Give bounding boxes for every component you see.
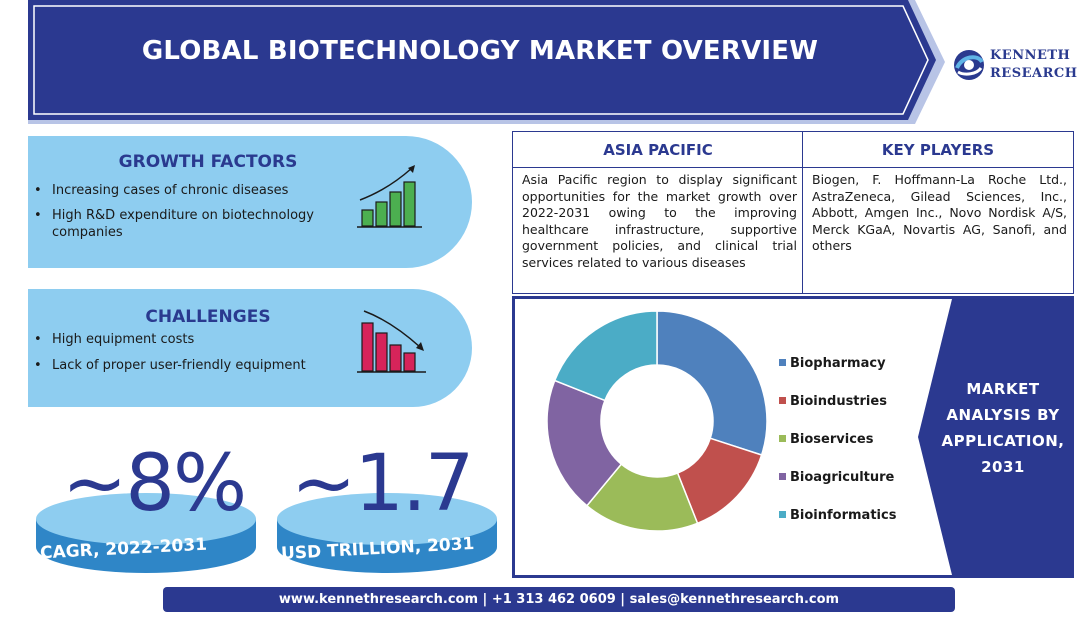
legend-item: Bioindustries (779, 394, 887, 409)
legend-label: Bioservices (790, 432, 874, 447)
legend-item: Bioinformatics (779, 508, 896, 523)
market-analysis-line: 2031 (981, 458, 1025, 476)
key-players-title: KEY PLAYERS (803, 132, 1073, 168)
contact-footer: www.kennethresearch.com | +1 313 462 060… (163, 587, 955, 612)
asia-pacific-title: ASIA PACIFIC (513, 132, 803, 168)
growth-factors-panel: GROWTH FACTORS Increasing cases of chron… (28, 136, 472, 268)
asia-pacific-text: Asia Pacific region to display significa… (522, 172, 797, 270)
challenges-panel: CHALLENGES High equipment costs Lack of … (28, 289, 472, 407)
donut-slice-bioinformatics (553, 310, 658, 402)
list-item: Increasing cases of chronic diseases (34, 182, 364, 199)
legend-item: Bioservices (779, 432, 873, 447)
legend-item: Bioagriculture (779, 470, 894, 485)
legend-label: Bioindustries (790, 394, 887, 409)
key-players-panel: KEY PLAYERS Biogen, F. Hoffmann-La Roche… (802, 131, 1074, 294)
list-item: High equipment costs (34, 331, 364, 348)
legend-swatch (779, 359, 786, 366)
market-analysis-line: ANALYSIS BY (946, 406, 1060, 424)
legend-swatch (779, 511, 786, 518)
challenges-list: High equipment costs Lack of proper user… (34, 331, 364, 374)
market-size-stat: ~1.7 USD TRILLION, 2031 (275, 439, 500, 575)
asia-pacific-panel: ASIA PACIFIC Asia Pacific region to disp… (512, 131, 804, 294)
donut-slice-biopharmacy (656, 310, 768, 456)
list-item: High R&D expenditure on biotechnology co… (34, 207, 364, 241)
legend-item: Biopharmacy (779, 356, 886, 371)
falling-bar-chart-icon (357, 310, 426, 373)
pedestal-icon (36, 493, 256, 573)
legend-label: Bioinformatics (790, 508, 897, 523)
rising-bar-chart-icon (357, 165, 422, 228)
key-players-text: Biogen, F. Hoffmann-La Roche Ltd., Astra… (812, 172, 1067, 253)
challenges-title: CHALLENGES (145, 307, 271, 327)
market-size-value: ~1.7 (291, 439, 474, 529)
header-banner (28, 0, 945, 124)
market-analysis-panel: Biopharmacy Bioindustries Bioservices Bi… (512, 296, 1074, 578)
growth-factors-title: GROWTH FACTORS (118, 152, 298, 172)
logo-word-1: KENNETH (990, 48, 1071, 63)
legend-swatch (779, 397, 786, 404)
donut-chart (546, 310, 768, 532)
legend-label: Bioagriculture (790, 470, 895, 485)
growth-factors-list: Increasing cases of chronic diseases Hig… (34, 182, 364, 241)
cagr-stat: ~8% CAGR, 2022-2031 (34, 439, 259, 575)
brand-logo: KENNETH RESEARCH (952, 44, 1077, 86)
market-analysis-title: MARKET ANALYSIS BY APPLICATION, 2031 (938, 376, 1068, 480)
logo-word-2: RESEARCH (990, 66, 1078, 81)
page-title: GLOBAL BIOTECHNOLOGY MARKET OVERVIEW (141, 36, 819, 66)
globe-swirl-icon (954, 50, 984, 80)
legend-swatch (779, 473, 786, 480)
list-item: Lack of proper user-friendly equipment (34, 357, 364, 374)
market-analysis-line: MARKET (966, 380, 1040, 398)
cagr-value: ~8% (62, 439, 247, 529)
legend-label: Biopharmacy (790, 356, 886, 371)
legend-swatch (779, 435, 786, 442)
pedestal-icon (277, 493, 497, 573)
market-analysis-line: APPLICATION, (941, 432, 1065, 450)
